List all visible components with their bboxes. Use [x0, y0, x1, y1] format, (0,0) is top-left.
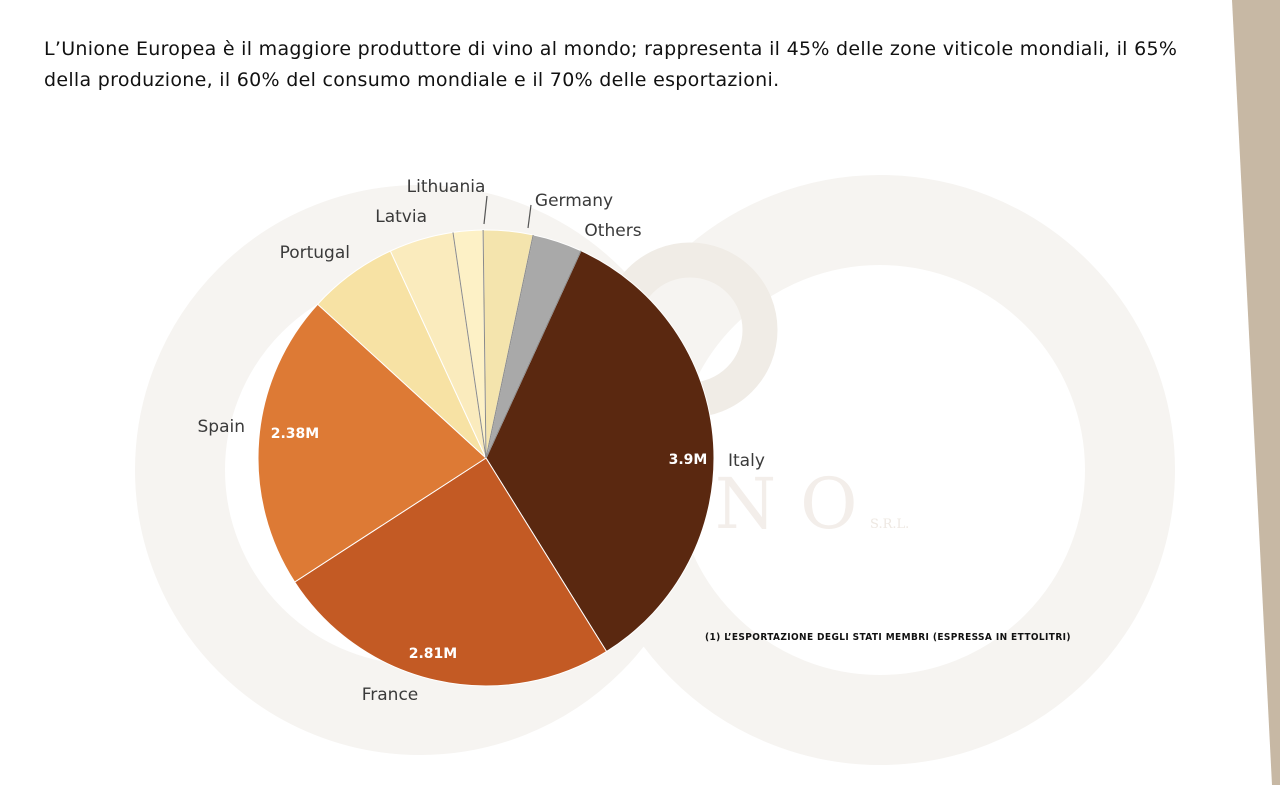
slice-label-france: France	[362, 685, 419, 705]
leader-line-lithuania	[483, 195, 488, 225]
slice-label-others: Others	[584, 221, 641, 241]
value-label-france: 2.81M	[409, 646, 457, 662]
pie-slice-spain	[257, 303, 487, 583]
slice-separator-others	[485, 250, 582, 459]
value-label-italy: 3.9M	[669, 452, 708, 468]
chart-footnote: (1) L’ESPORTAZIONE DEGLI STATI MEMBRI (E…	[705, 632, 1071, 643]
slice-label-spain: Spain	[198, 417, 246, 437]
side-decor-band	[1232, 0, 1280, 785]
slice-label-portugal: Portugal	[280, 243, 350, 263]
slice-label-germany: Germany	[535, 191, 613, 211]
slice-label-latvia: Latvia	[375, 207, 427, 227]
slice-label-italy: Italy	[728, 451, 765, 471]
slice-label-lithuania: Lithuania	[407, 177, 486, 197]
slice-separator-lithuania	[482, 230, 487, 459]
pie-slice-france	[293, 457, 608, 687]
slice-separator-germany	[485, 234, 534, 459]
watermark-suffix: S.R.L.	[870, 517, 909, 532]
pie-slice-italy	[485, 250, 715, 653]
intro-paragraph: L’Unione Europea è il maggiore produttor…	[44, 38, 1178, 91]
slice-separator-latvia	[452, 232, 487, 459]
leader-line-germany	[527, 204, 532, 229]
value-label-spain: 2.38M	[271, 426, 319, 442]
